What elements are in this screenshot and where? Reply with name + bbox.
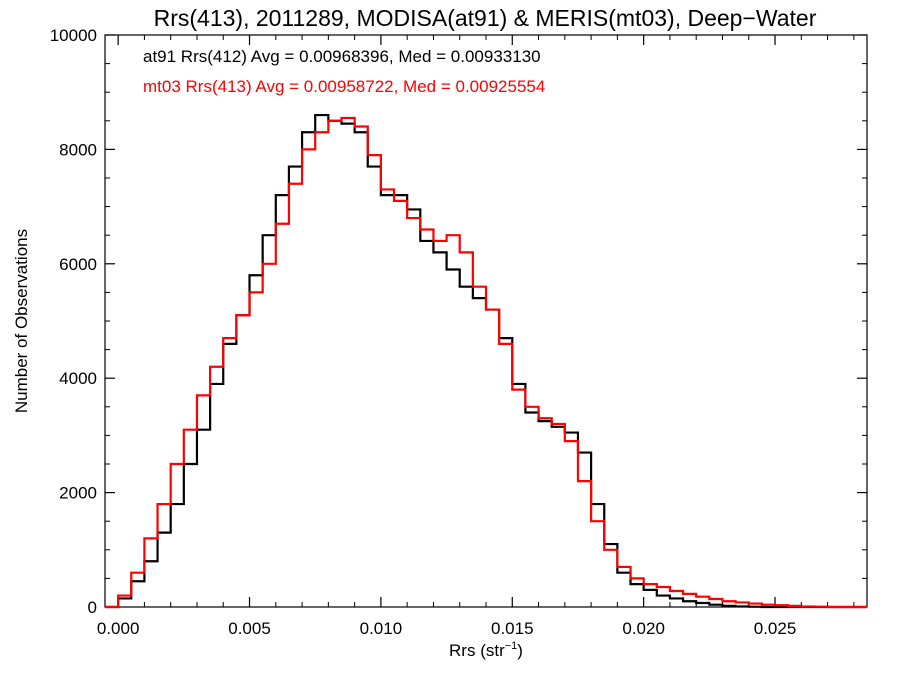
plot-frame [104,34,868,608]
y-tick-label: 4000 [59,369,97,388]
y-tick-label: 2000 [59,484,97,503]
x-axis: 0.000 0.005 0.010 0.015 0.020 0.025 [97,35,855,638]
x-axis-label: Rrs (str−1) [449,640,523,660]
x-axis-label-main: Rrs (str [449,641,505,660]
x-tick-label: 0.000 [97,619,140,638]
x-tick-label: 0.010 [360,619,403,638]
chart-title: Rrs(413), 2011289, MODISA(at91) & MERIS(… [154,5,817,31]
y-tick-label: 10000 [50,26,97,45]
series-line-mt03 [105,116,867,609]
legend-entry-at91: at91 Rrs(412) Avg = 0.00968396, Med = 0.… [143,47,541,66]
x-tick-label: 0.025 [754,619,797,638]
x-tick-label: 0.015 [491,619,534,638]
y-tick-label: 6000 [59,255,97,274]
x-axis-label-close: ) [517,641,523,660]
y-tick-label: 8000 [59,140,97,159]
legend-entry-mt03: mt03 Rrs(413) Avg = 0.00958722, Med = 0.… [143,77,545,96]
series-line-at91 [105,113,867,609]
x-tick-label: 0.005 [228,619,271,638]
y-tick-label: 0 [88,598,97,617]
x-axis-label-superscript: −1 [505,640,518,652]
x-tick-label: 0.020 [622,619,665,638]
y-axis-label: Number of Observations [12,229,31,413]
y-axis: 0 2000 4000 6000 8000 10000 [50,26,867,617]
series-lines [105,113,867,609]
